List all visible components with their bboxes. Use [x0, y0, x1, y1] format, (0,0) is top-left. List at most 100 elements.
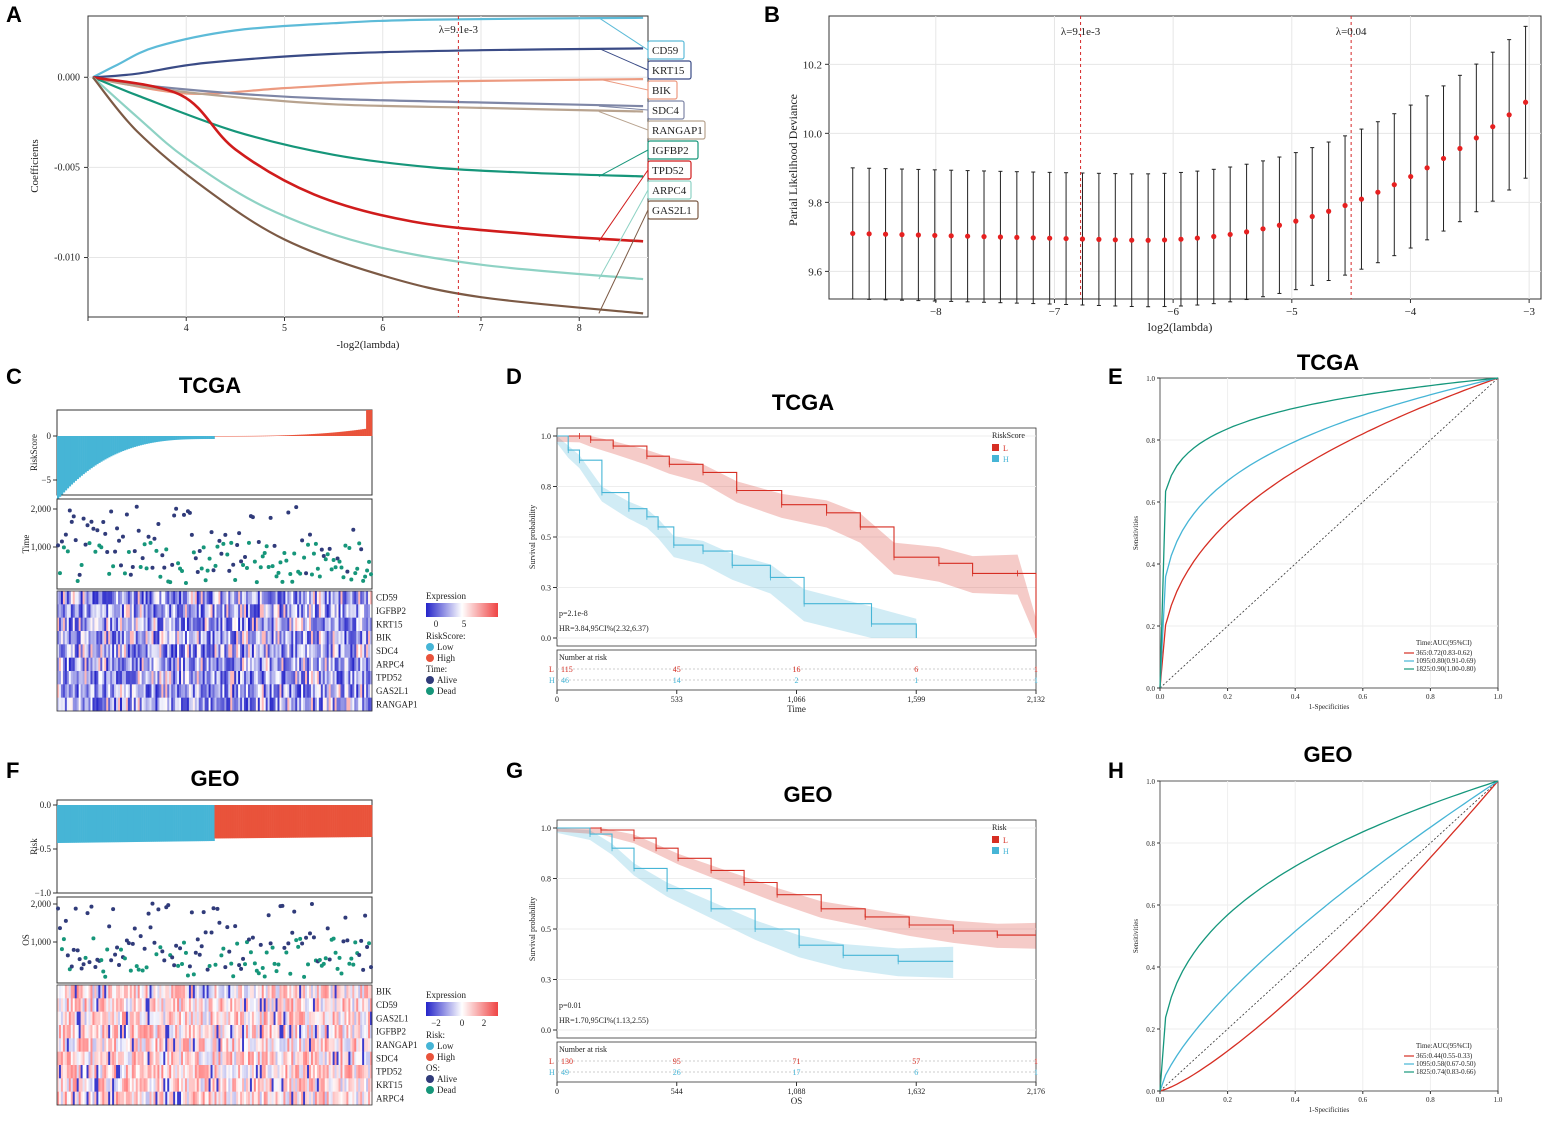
- patient-point: [343, 915, 348, 920]
- patient-point: [99, 958, 104, 963]
- risk-bar: [309, 434, 312, 436]
- patient-point: [313, 541, 318, 546]
- risk-bar: [358, 805, 361, 838]
- risk-bar: [358, 429, 361, 436]
- x-tick-label: 4: [184, 323, 189, 334]
- km-legend-title: Risk: [992, 823, 1007, 832]
- patient-point: [195, 569, 200, 574]
- risk-bar: [232, 805, 235, 839]
- risk-bar: [352, 430, 355, 436]
- patient-point: [323, 956, 328, 961]
- risk-table-title: Number at risk: [559, 653, 607, 662]
- risk-count: 1: [914, 676, 918, 685]
- y-tick-label: 0.3: [541, 976, 551, 985]
- risk-bar: [301, 805, 304, 838]
- risk-bar: [57, 436, 60, 499]
- risk-bar: [360, 429, 363, 436]
- risk-bar: [110, 436, 113, 457]
- risk-bar: [299, 434, 302, 436]
- patient-point: [317, 574, 322, 579]
- patient-point: [154, 548, 159, 553]
- risk-bar: [238, 435, 241, 437]
- patient-point: [309, 901, 314, 906]
- x-tick-label: 2,132: [1027, 695, 1045, 704]
- patient-point: [181, 512, 186, 517]
- risk-bar: [216, 435, 219, 437]
- patient-point: [117, 962, 122, 967]
- risk-bar: [108, 436, 111, 458]
- risk-bar: [159, 805, 162, 842]
- patient-point: [63, 532, 68, 537]
- risk-bar: [267, 435, 270, 437]
- risk-bar: [249, 805, 253, 839]
- y-tick-label: 0.0: [541, 1026, 551, 1035]
- risk-bar: [354, 430, 357, 436]
- patient-point: [134, 504, 139, 509]
- patient-point: [274, 574, 279, 579]
- panel-letter-d: D: [506, 364, 522, 389]
- risk-bar: [76, 436, 79, 480]
- patient-point: [65, 953, 70, 958]
- legend-alive-dot: [426, 676, 434, 684]
- risk-bar: [301, 434, 304, 436]
- risk-bar: [348, 805, 351, 838]
- risk-axis-label: RiskScore: [29, 434, 39, 471]
- risk-bar: [86, 805, 89, 843]
- patient-point: [219, 551, 224, 556]
- risk-bar: [257, 805, 261, 839]
- patient-point: [148, 925, 153, 930]
- x-tick-label: 8: [577, 323, 582, 334]
- patient-point: [166, 903, 171, 908]
- risk-bar: [289, 805, 292, 838]
- gene-label-box: [647, 120, 706, 140]
- patient-point: [103, 974, 108, 979]
- patient-point: [195, 937, 200, 942]
- x-tick-label: 533: [671, 695, 683, 704]
- risk-bar: [330, 432, 333, 436]
- x-axis-label: -log2(lambda): [337, 339, 400, 351]
- risk-bar: [139, 436, 142, 446]
- risk-bar: [287, 435, 290, 436]
- patient-point: [146, 534, 151, 539]
- risk-bar: [336, 805, 339, 838]
- legend-group-title: Risk:: [426, 1030, 445, 1040]
- y-tick-label: 9.8: [808, 197, 822, 209]
- patient-point: [307, 532, 312, 537]
- patient-point: [278, 560, 283, 565]
- risk-bar: [114, 805, 117, 843]
- patient-point: [140, 556, 145, 561]
- risk-row-label: L: [549, 665, 554, 674]
- deviance-point: [1112, 237, 1118, 243]
- deviance-point: [1473, 135, 1479, 141]
- x-tick-label: 0.6: [1358, 693, 1367, 701]
- risk-bar: [285, 435, 288, 436]
- risk-bar: [96, 805, 99, 843]
- risk-bar: [74, 436, 77, 481]
- patient-point: [219, 953, 224, 958]
- patient-point: [325, 552, 330, 557]
- patient-point: [148, 540, 153, 545]
- patient-point: [250, 515, 255, 520]
- risk-bar: [283, 435, 286, 436]
- risk-bar: [299, 805, 302, 838]
- legend-dead-dot: [426, 687, 434, 695]
- patient-point: [241, 563, 246, 568]
- deviance-point: [1063, 235, 1069, 242]
- risk-bar: [153, 805, 156, 842]
- ci-band-l: [557, 828, 1036, 949]
- risk-bar: [104, 436, 107, 460]
- deviance-point: [1457, 145, 1463, 152]
- patient-point: [81, 516, 86, 521]
- patient-point: [363, 574, 368, 579]
- risk-tick: −5: [41, 475, 51, 485]
- risk-bar: [238, 805, 241, 839]
- roc-legend-entry: 1095:0.80(0.91-0.69): [1416, 657, 1476, 665]
- risk-bar: [175, 805, 178, 842]
- label-leader: [598, 111, 649, 131]
- patient-point: [244, 566, 249, 571]
- risk-bar: [218, 435, 221, 437]
- patient-point: [319, 547, 324, 552]
- patient-point: [321, 961, 326, 966]
- patient-point: [290, 579, 295, 584]
